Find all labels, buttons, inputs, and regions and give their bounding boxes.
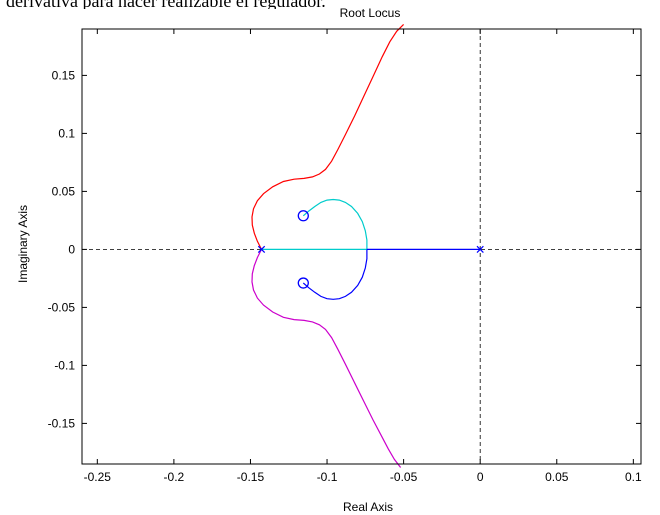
axis-ticks: -0.25 -0.2 -0.15 -0.1 -0.05 0 0.05 0.1 -0.15 -0.1… [48, 29, 642, 484]
locus-branch-1 [251, 23, 405, 250]
x-axis-label: Real Axis [343, 500, 393, 514]
y-tick-label: -0.15 [48, 416, 76, 430]
locus-branch-3 [302, 198, 368, 250]
x-tick-label: 0 [477, 470, 484, 484]
page-caption-fragment: derivativa para hacer realizable el regu… [0, 0, 660, 9]
y-tick-label: -0.05 [48, 300, 76, 314]
y-tick-label: 0.05 [52, 184, 76, 198]
pole-zero-markers [257, 210, 484, 289]
x-tick-label: -0.1 [317, 470, 338, 484]
x-tick-label: -0.15 [237, 470, 265, 484]
y-axis-label: Imaginary Axis [16, 205, 30, 283]
chart-title: Root Locus [340, 6, 401, 20]
pole-stroke [476, 245, 484, 254]
x-tick-label: 0.1 [625, 470, 642, 484]
pole-marker-1 [257, 245, 266, 254]
zero-marker-1 [297, 210, 309, 222]
pole-stroke [257, 245, 266, 254]
reference-lines [82, 29, 641, 464]
series-layer [251, 23, 481, 468]
plot-frame [81, 28, 642, 465]
x-tick-label: -0.2 [164, 470, 185, 484]
x-tick-label: -0.25 [84, 470, 112, 484]
locus-branch-2 [251, 249, 402, 468]
y-tick-label: 0.15 [52, 68, 76, 82]
pole-marker-2 [476, 245, 484, 254]
x-tick-label: -0.05 [390, 470, 418, 484]
zero-marker-2 [297, 277, 309, 289]
y-tick-label: 0.1 [58, 126, 75, 140]
x-tick-label: 0.05 [545, 470, 569, 484]
locus-branch-5 [302, 249, 368, 300]
y-tick-label: 0 [68, 242, 75, 256]
y-tick-label: -0.1 [54, 358, 75, 372]
